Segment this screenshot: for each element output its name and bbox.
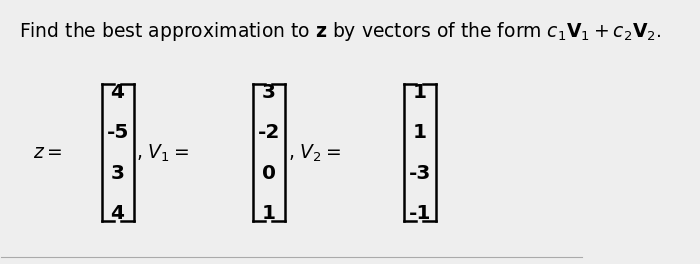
- Text: 1: 1: [413, 83, 427, 102]
- Text: 3: 3: [111, 164, 125, 183]
- Text: -2: -2: [258, 123, 280, 142]
- Text: 4: 4: [111, 204, 125, 223]
- Text: Find the best approximation to $\mathbf{z}$ by vectors of the form $c_1\mathbf{V: Find the best approximation to $\mathbf{…: [19, 20, 661, 43]
- Text: $z =$: $z =$: [33, 143, 62, 162]
- Text: 3: 3: [262, 83, 276, 102]
- Text: 1: 1: [413, 123, 427, 142]
- Text: 0: 0: [262, 164, 276, 183]
- Text: -1: -1: [409, 204, 431, 223]
- Text: -3: -3: [409, 164, 431, 183]
- Text: 1: 1: [262, 204, 276, 223]
- Text: , $V_2 =$: , $V_2 =$: [288, 142, 341, 163]
- Text: -5: -5: [106, 123, 129, 142]
- Text: , $V_1 =$: , $V_1 =$: [136, 142, 190, 163]
- Text: 4: 4: [111, 83, 125, 102]
